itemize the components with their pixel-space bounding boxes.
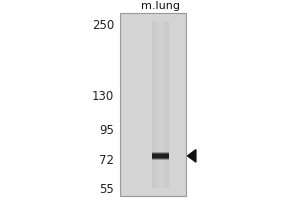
Text: m.lung: m.lung <box>141 1 180 11</box>
Text: 72: 72 <box>99 154 114 167</box>
Text: 130: 130 <box>92 90 114 103</box>
Bar <box>152 153 169 159</box>
Text: 55: 55 <box>99 183 114 196</box>
Bar <box>157 21 158 188</box>
Bar <box>160 21 161 188</box>
Bar <box>155 21 156 188</box>
Bar <box>167 21 168 188</box>
Polygon shape <box>188 150 196 162</box>
Text: 95: 95 <box>99 124 114 137</box>
Bar <box>164 21 165 188</box>
Bar <box>168 21 169 188</box>
Bar <box>156 21 157 188</box>
Bar <box>160 21 161 188</box>
Bar <box>154 21 155 188</box>
Bar <box>158 21 159 188</box>
Bar <box>165 21 166 188</box>
Bar <box>162 21 163 188</box>
Bar <box>159 21 160 188</box>
Bar <box>161 21 162 188</box>
Bar <box>152 21 153 188</box>
Bar <box>166 21 167 188</box>
Bar <box>120 13 186 196</box>
Bar <box>152 154 169 158</box>
Text: 250: 250 <box>92 19 114 32</box>
Bar <box>153 21 154 188</box>
Bar <box>152 152 169 160</box>
Bar <box>163 21 164 188</box>
